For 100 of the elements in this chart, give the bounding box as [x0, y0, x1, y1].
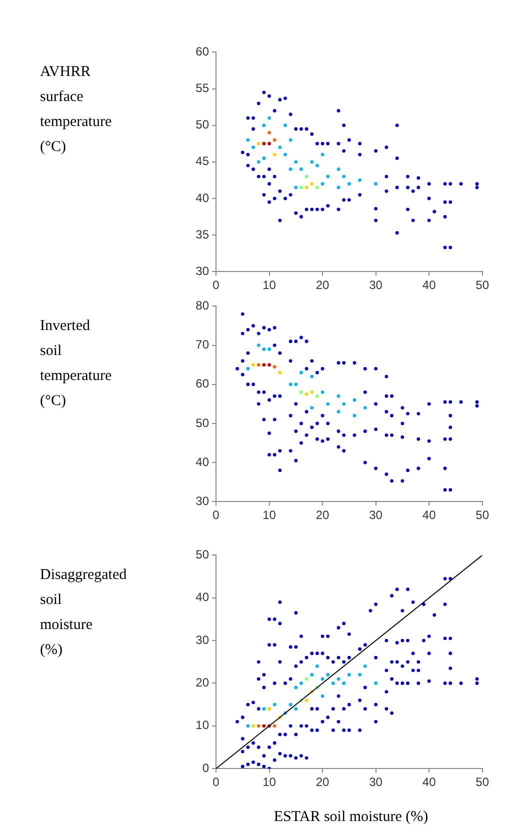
point [300, 370, 303, 374]
point [316, 164, 319, 168]
point [262, 347, 266, 351]
point [336, 394, 340, 398]
point [304, 186, 308, 190]
point [374, 682, 378, 685]
point [320, 182, 324, 186]
point [278, 146, 282, 149]
x-tick-label: 0 [212, 278, 220, 292]
point [316, 186, 319, 190]
point [320, 152, 324, 156]
point [336, 677, 340, 681]
point [262, 363, 266, 367]
point [246, 138, 250, 142]
point [310, 406, 314, 410]
point [320, 677, 324, 681]
point [294, 686, 298, 690]
point [304, 677, 308, 681]
point [336, 410, 340, 414]
x-tick-label: 10 [262, 278, 276, 292]
y-tick-label: 40 [196, 190, 210, 205]
point [336, 168, 340, 171]
point [288, 702, 292, 706]
point [304, 174, 308, 178]
x-tick-label: 30 [369, 278, 383, 292]
point [246, 724, 250, 728]
point [262, 724, 266, 728]
point [316, 394, 319, 398]
point [342, 402, 346, 406]
y-tick-label: 40 [196, 590, 210, 604]
x-tick-label: 0 [212, 775, 220, 790]
point [252, 363, 255, 367]
point [347, 673, 351, 676]
x-axis-title: ESTAR soil moisture (%) [272, 809, 430, 826]
point [284, 124, 287, 128]
y-tick-label: 35 [196, 227, 210, 242]
point [342, 174, 346, 178]
y-tick-label: 0 [202, 760, 210, 775]
y-tick-label: 40 [196, 454, 210, 469]
y-tick-label: 45 [196, 154, 210, 168]
y-tick-label: 80 [196, 298, 210, 313]
point [272, 138, 276, 142]
x-tick-label: 10 [262, 775, 276, 790]
y-tick-label: 10 [196, 718, 210, 732]
point [347, 182, 351, 186]
y-axis-title: Disaggregated soil moisture (%) [40, 566, 128, 660]
point [262, 142, 266, 146]
point [252, 146, 255, 149]
x-tick-label: 20 [316, 278, 330, 292]
point [363, 664, 367, 668]
x-tick-label: 0 [212, 508, 220, 522]
point [326, 402, 330, 406]
point [288, 168, 292, 171]
point [358, 178, 362, 182]
point [268, 130, 271, 134]
x-tick-label: 30 [369, 508, 383, 522]
point [300, 682, 303, 685]
point [352, 398, 356, 402]
point [342, 682, 346, 685]
point [284, 152, 287, 156]
point [352, 414, 356, 418]
y-axis-title: Inverted soil temperature (°C) [40, 317, 113, 411]
point [300, 186, 303, 190]
y-tick-label: 30 [196, 494, 210, 508]
point [256, 160, 260, 164]
point [336, 186, 340, 190]
point [268, 142, 271, 146]
y-tick-label: 50 [196, 118, 210, 132]
point [272, 724, 276, 728]
point [310, 160, 314, 164]
point [310, 390, 314, 394]
point [316, 664, 319, 668]
point [300, 390, 303, 394]
y-tick-label: 50 [196, 548, 210, 562]
point [268, 347, 271, 351]
point [294, 160, 298, 164]
point [310, 673, 314, 676]
point [246, 367, 250, 370]
x-tick-label: 30 [369, 775, 383, 790]
point [272, 152, 276, 156]
point [272, 702, 276, 706]
x-tick-label: 40 [422, 508, 436, 522]
y-tick-label: 55 [196, 81, 210, 96]
y-tick-label: 50 [196, 416, 210, 430]
x-tick-label: 50 [476, 775, 490, 790]
point [268, 116, 271, 120]
point [331, 682, 335, 685]
point [294, 186, 298, 190]
point [278, 370, 282, 374]
x-tick-label: 20 [316, 508, 330, 522]
point [268, 707, 271, 711]
x-tick-label: 40 [422, 278, 436, 292]
point [256, 363, 260, 367]
point [374, 182, 378, 186]
point [256, 344, 260, 347]
point [326, 673, 330, 676]
point [310, 374, 314, 378]
point [310, 182, 314, 186]
point [300, 168, 303, 171]
point [256, 724, 260, 728]
